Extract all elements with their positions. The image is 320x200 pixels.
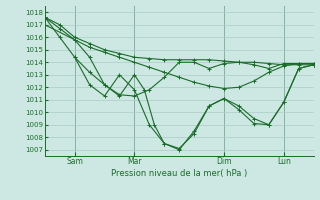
X-axis label: Pression niveau de la mer( hPa ): Pression niveau de la mer( hPa ): [111, 169, 247, 178]
